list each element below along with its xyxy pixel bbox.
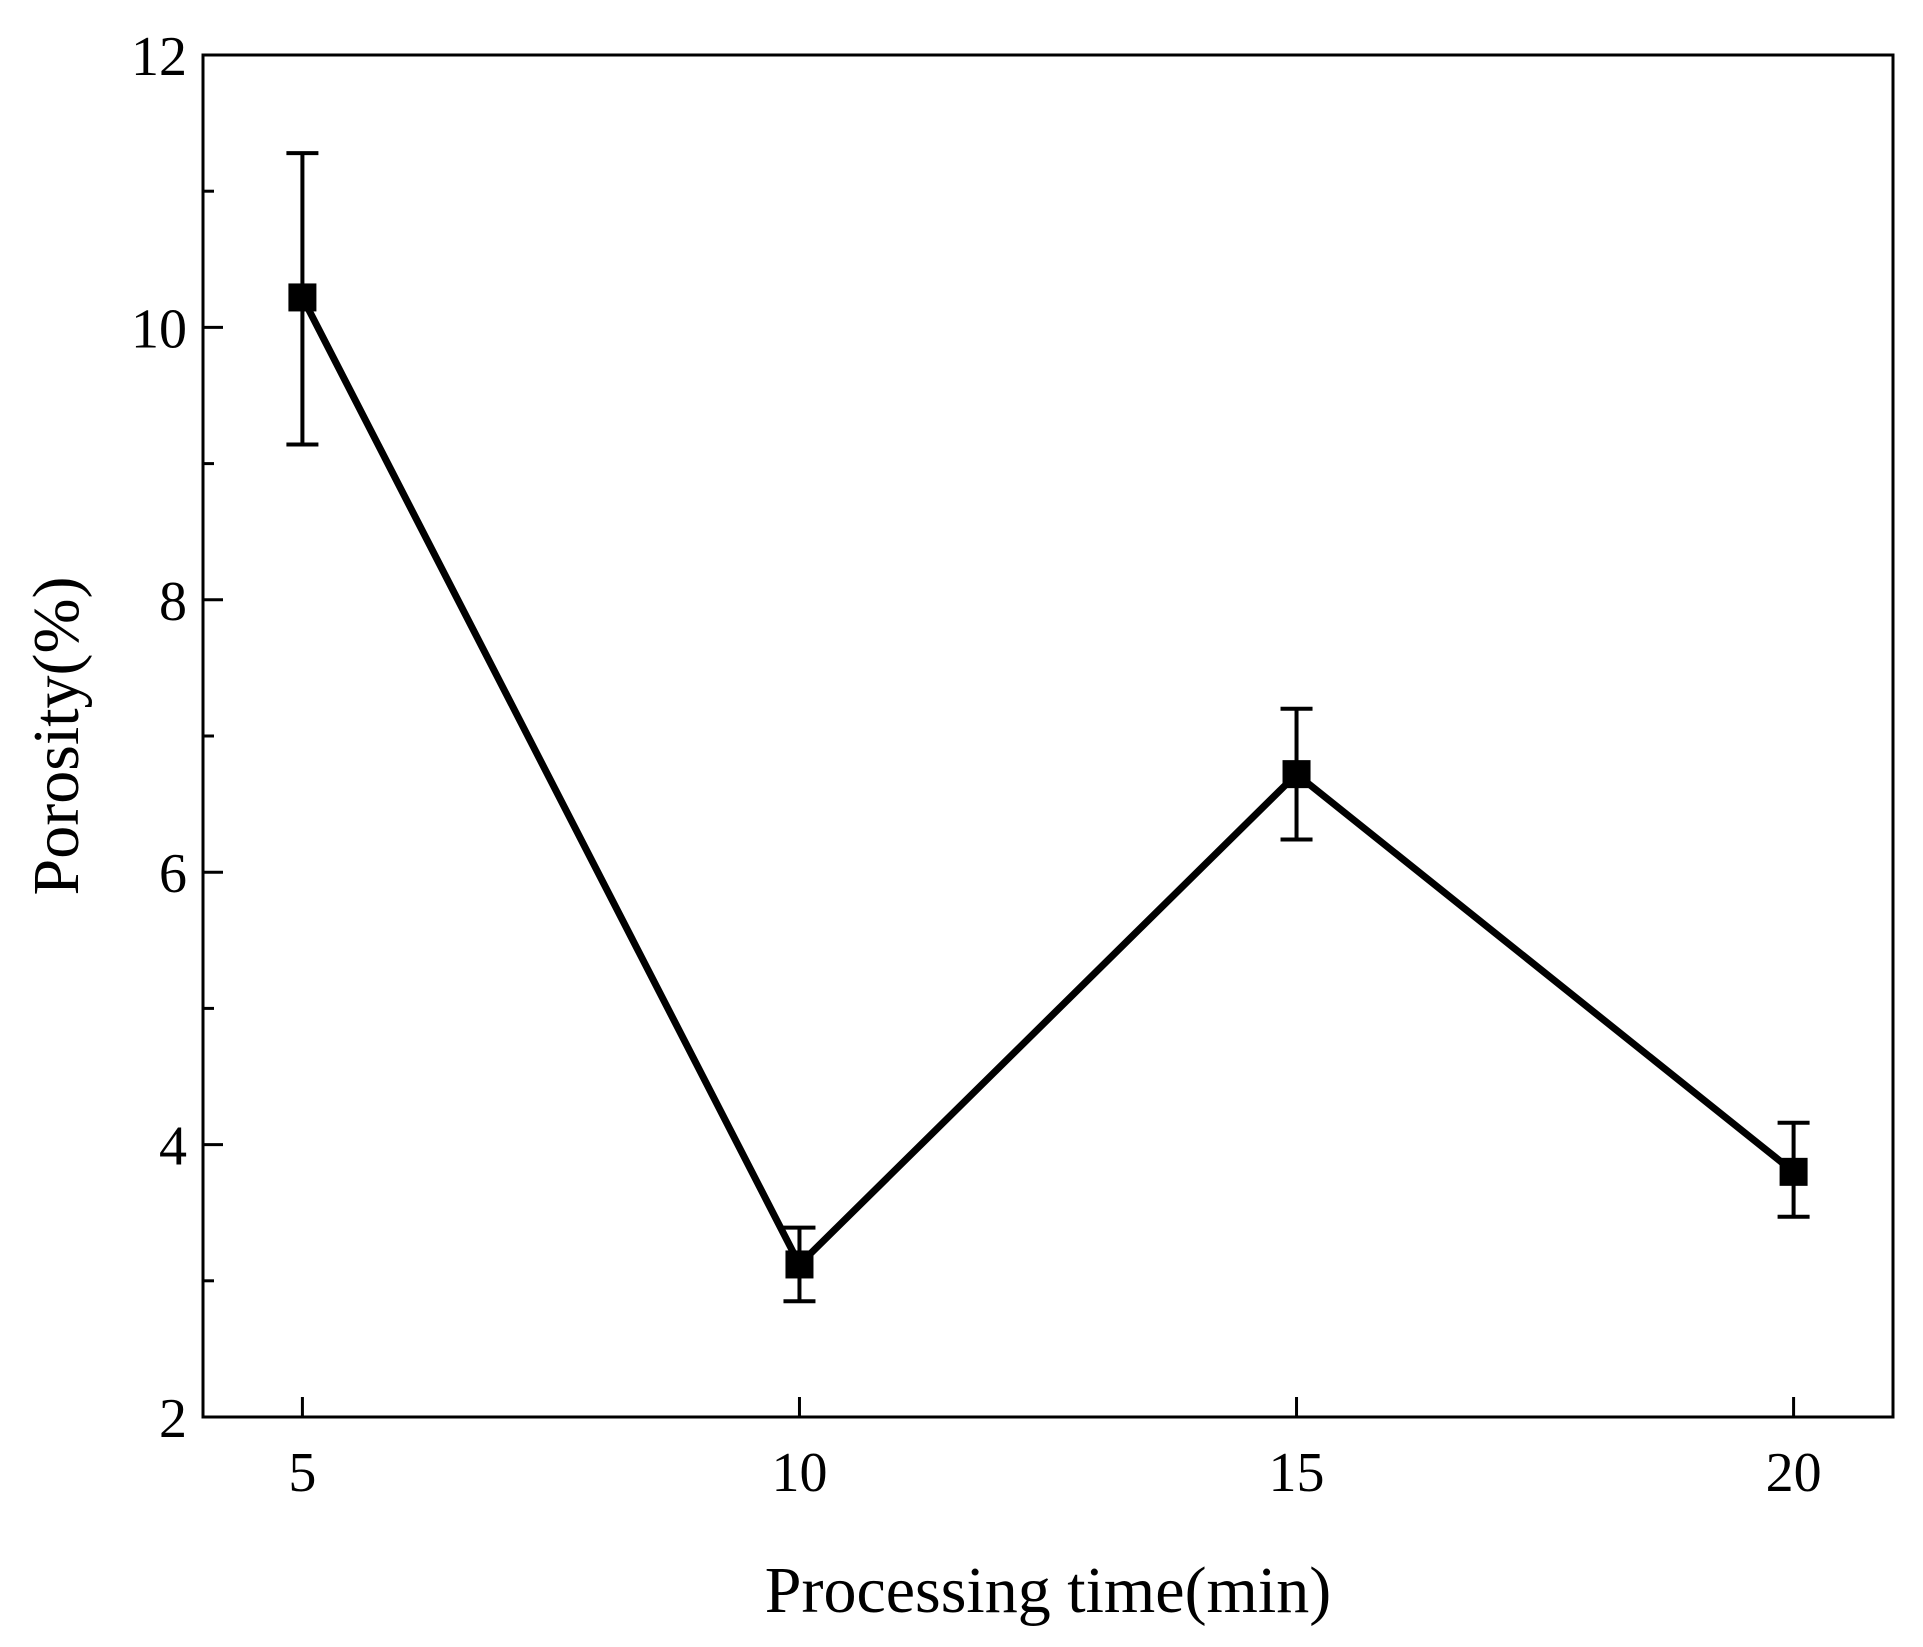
data-point [785, 1250, 814, 1279]
plot-frame [201, 53, 1895, 1419]
series-layer [286, 151, 1810, 1304]
tick-labels: 2 4 6 8 10 12 5 10 15 20 [131, 26, 1822, 1504]
y-tick-label: 10 [131, 298, 187, 360]
y-tick-label: 6 [159, 843, 187, 905]
y-tick-label: 2 [159, 1388, 187, 1450]
y-tick-label: 8 [159, 571, 187, 633]
x-tick-label: 15 [1269, 1442, 1325, 1504]
data-point [1282, 760, 1311, 789]
y-tick-label: 4 [159, 1116, 187, 1178]
x-tick-label: 5 [288, 1442, 316, 1504]
data-point [288, 283, 317, 312]
y-axis-title: Porosity(%) [20, 577, 93, 896]
data-point [1779, 1157, 1808, 1186]
x-tick-label: 20 [1766, 1442, 1822, 1504]
y-tick-label: 12 [131, 26, 187, 88]
x-axis-title: Processing time(min) [765, 1554, 1331, 1627]
axis-ticks [203, 53, 1796, 1419]
x-tick-label: 10 [771, 1442, 827, 1504]
series-line [299, 295, 1796, 1271]
